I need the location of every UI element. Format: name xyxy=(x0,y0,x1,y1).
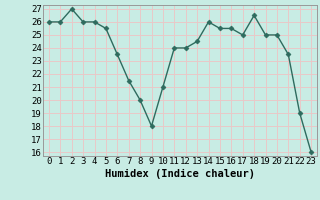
X-axis label: Humidex (Indice chaleur): Humidex (Indice chaleur) xyxy=(105,169,255,179)
